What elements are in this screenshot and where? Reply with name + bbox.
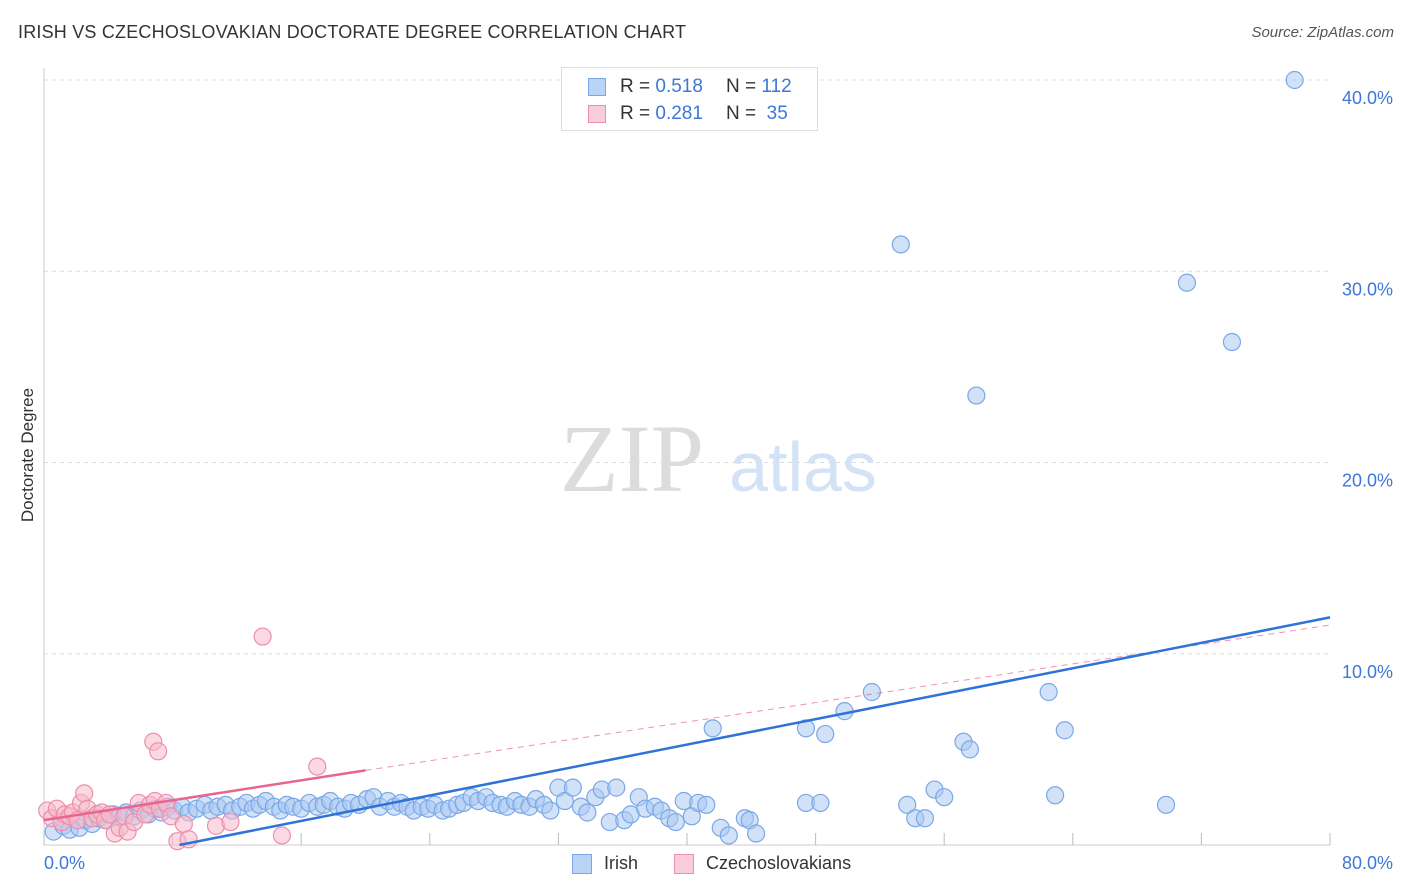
point-irish <box>747 824 766 843</box>
point-czechoslovakians <box>174 814 193 834</box>
legend-r-label: R = <box>620 103 651 124</box>
point-irish <box>1055 721 1074 740</box>
point-irish <box>719 826 738 845</box>
series-label-irish: Irish <box>604 853 639 873</box>
y-tick-label: 10.0% <box>1342 662 1393 682</box>
series-label-czechoslovakians: Czechoslovakians <box>706 853 852 873</box>
point-irish <box>1177 273 1197 292</box>
trend-line-irish <box>179 616 1331 847</box>
y-tick-label: 20.0% <box>1342 471 1393 491</box>
point-irish <box>578 803 597 822</box>
legend-n-value: 35 <box>761 103 788 124</box>
y-tick-label: 30.0% <box>1342 279 1393 299</box>
watermark-zip: ZIP <box>560 405 704 512</box>
point-irish <box>898 795 917 814</box>
point-irish <box>960 740 980 759</box>
trend-line-czechoslovakians <box>43 769 366 822</box>
point-irish <box>1046 786 1065 805</box>
point-irish <box>541 801 560 820</box>
series-swatch-czechoslovakians <box>674 854 694 874</box>
point-czechoslovakians <box>308 757 327 776</box>
point-irish <box>891 235 910 254</box>
point-irish <box>935 788 954 807</box>
legend-r-value: 0.281 <box>655 103 703 124</box>
point-irish <box>811 793 830 813</box>
axes <box>43 68 1331 846</box>
point-irish <box>967 386 986 405</box>
trend-line-czechoslovakians-dashed <box>365 624 1331 771</box>
point-czechoslovakians <box>75 784 94 803</box>
legend-swatch-czechoslovakians <box>588 105 606 123</box>
legend-n-label: N = <box>726 76 757 97</box>
gridlines <box>44 79 1330 655</box>
point-irish <box>697 795 716 814</box>
watermark-atlas: atlas <box>729 428 877 506</box>
point-irish <box>555 791 574 811</box>
point-irish <box>816 724 835 744</box>
y-tick-label: 40.0% <box>1342 88 1393 108</box>
data-points <box>38 70 1304 851</box>
watermark: ZIP atlas <box>560 405 877 512</box>
point-irish <box>915 809 935 828</box>
point-irish <box>1222 332 1242 352</box>
tick-labels: 10.0% 20.0% 30.0% 40.0% 0.0% 80.0% <box>44 88 1393 873</box>
point-irish <box>703 719 722 738</box>
point-irish <box>666 812 685 832</box>
point-czechoslovakians <box>272 826 292 845</box>
chart-title: IRISH VS CZECHOSLOVAKIAN DOCTORATE DEGRE… <box>18 22 687 42</box>
x-tick-label: 80.0% <box>1342 853 1393 873</box>
point-czechoslovakians <box>221 812 240 832</box>
point-czechoslovakians <box>149 742 168 761</box>
point-irish <box>1156 795 1176 814</box>
legend-swatch-irish <box>588 78 606 96</box>
legend-n-label: N = <box>726 103 757 124</box>
series-swatch-irish <box>572 854 592 874</box>
point-irish <box>1039 682 1058 702</box>
point-irish <box>1285 70 1304 90</box>
legend-r-label: R = <box>620 76 651 97</box>
source-credit: Source: ZipAtlas.com <box>1251 24 1394 41</box>
point-irish <box>862 682 881 702</box>
trend-lines <box>43 616 1331 847</box>
legend-n-value: 112 <box>761 76 792 97</box>
point-czechoslovakians <box>253 627 272 646</box>
point-irish <box>607 778 626 797</box>
legend-r-value: 0.518 <box>655 76 703 97</box>
point-irish <box>563 778 582 797</box>
x-tick-label: 0.0% <box>44 853 85 873</box>
stats-legend: R = 0.518 N = 112 R = 0.281 N = 35 <box>561 67 818 131</box>
